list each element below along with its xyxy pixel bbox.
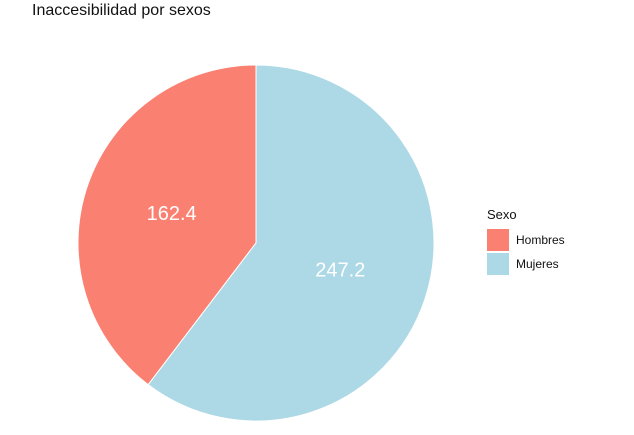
legend: Sexo Hombres Mujeres	[487, 207, 565, 276]
legend-swatch-mujeres	[487, 253, 509, 275]
legend-item-hombres: Hombres	[487, 228, 565, 252]
slice-label-mujeres: 247.2	[315, 260, 365, 282]
legend-item-mujeres: Mujeres	[487, 252, 565, 276]
legend-swatch-hombres	[487, 229, 509, 251]
pie-slice-hombres	[77, 64, 257, 386]
chart-title: Inaccesibilidad por sexos	[32, 2, 211, 19]
legend-label-mujeres: Mujeres	[516, 257, 559, 271]
pie-slice-mujeres	[147, 64, 435, 422]
slice-label-hombres: 162.4	[147, 203, 197, 225]
legend-label-hombres: Hombres	[516, 233, 565, 247]
legend-title: Sexo	[487, 207, 517, 222]
